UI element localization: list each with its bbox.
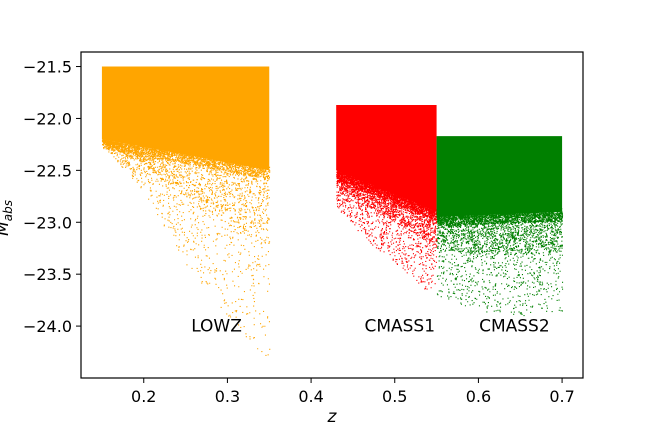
y-axis-ticks: −21.5 −22.0 −22.5 −23.0 −23.5 −24.0 — [23, 58, 81, 336]
x-axis-ticks: 0.2 0.3 0.4 0.5 0.6 0.7 — [131, 378, 575, 406]
y-tick-label: −22.5 — [23, 161, 72, 180]
y-tick-label: −23.0 — [23, 213, 72, 232]
series-lowz-points — [101, 66, 271, 356]
y-axis-label-main: M — [0, 221, 13, 236]
y-axis-label: Mabs — [0, 200, 15, 236]
series-cmass1-dense-core — [336, 104, 437, 212]
series-cmass2-points — [436, 136, 564, 317]
y-tick-label: −24.0 — [23, 317, 72, 336]
annotation-cmass1: CMASS1 — [364, 316, 435, 336]
annotation-lowz: LOWZ — [191, 316, 242, 336]
y-tick-label: −23.5 — [23, 265, 72, 284]
annotation-cmass2: CMASS2 — [479, 316, 550, 336]
x-tick-label: 0.3 — [215, 387, 240, 406]
svg-text:Mabs: Mabs — [0, 200, 15, 236]
series-cmass2-scatter — [436, 208, 564, 317]
plot-frame — [80, 51, 584, 379]
x-tick-label: 0.5 — [382, 387, 407, 406]
series-annotations: LOWZ CMASS1 CMASS2 — [191, 316, 549, 336]
y-tick-label: −21.5 — [23, 58, 72, 77]
series-lowz-scatter — [101, 135, 271, 356]
x-tick-label: 0.2 — [131, 387, 156, 406]
series-cmass1-points — [336, 104, 438, 290]
x-tick-label: 0.4 — [298, 387, 323, 406]
x-tick-label: 0.7 — [549, 387, 574, 406]
x-tick-label: 0.6 — [466, 387, 491, 406]
series-cmass2-dense-core — [436, 136, 563, 218]
y-tick-label: −22.0 — [23, 109, 72, 128]
x-axis-label: z — [327, 407, 338, 427]
series-cmass1-scatter — [336, 167, 438, 290]
scatter-points-layer — [101, 66, 564, 356]
y-axis-label-subscript: abs — [1, 200, 15, 221]
